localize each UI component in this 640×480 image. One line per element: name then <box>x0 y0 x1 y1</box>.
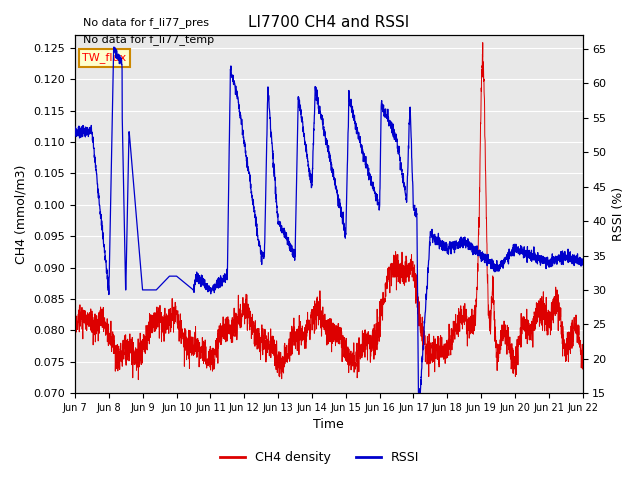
Text: No data for f_li77_pres: No data for f_li77_pres <box>83 17 209 28</box>
Title: LI7700 CH4 and RSSI: LI7700 CH4 and RSSI <box>248 15 410 30</box>
Y-axis label: RSSI (%): RSSI (%) <box>612 187 625 241</box>
X-axis label: Time: Time <box>314 419 344 432</box>
Y-axis label: CH4 (mmol/m3): CH4 (mmol/m3) <box>15 165 28 264</box>
Text: No data for f_li77_temp: No data for f_li77_temp <box>83 34 214 45</box>
Text: TW_flux: TW_flux <box>82 52 126 63</box>
Legend: CH4 density, RSSI: CH4 density, RSSI <box>216 446 424 469</box>
